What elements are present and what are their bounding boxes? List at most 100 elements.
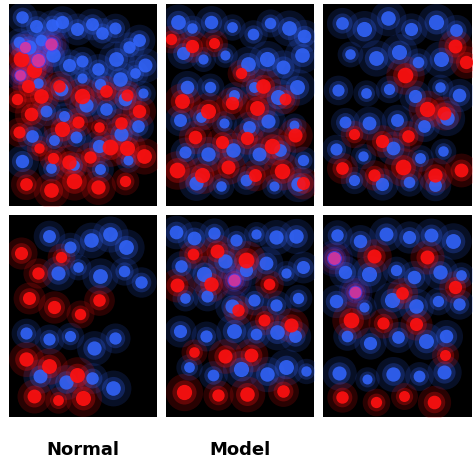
Point xyxy=(388,296,395,304)
Point xyxy=(95,142,103,150)
Point xyxy=(279,388,287,395)
Point xyxy=(439,148,447,155)
Point xyxy=(363,375,370,383)
Point xyxy=(251,171,259,179)
Point xyxy=(111,334,118,342)
Point xyxy=(462,58,470,66)
Point xyxy=(359,152,367,160)
Point xyxy=(410,273,418,280)
Point xyxy=(264,55,271,63)
Point xyxy=(21,43,28,51)
Point xyxy=(210,39,218,47)
Point xyxy=(243,390,250,398)
Point xyxy=(18,158,26,165)
Point xyxy=(363,375,370,383)
Point xyxy=(218,182,225,190)
Point xyxy=(452,26,460,33)
Point xyxy=(412,302,420,310)
Point xyxy=(293,83,301,91)
Point xyxy=(135,36,143,43)
Point xyxy=(246,123,253,131)
Point xyxy=(351,288,359,296)
Point xyxy=(440,109,447,117)
Point xyxy=(272,233,280,241)
Point xyxy=(431,181,438,189)
Point xyxy=(203,292,210,300)
Point xyxy=(432,18,439,26)
Point xyxy=(172,228,180,236)
Point xyxy=(74,263,82,271)
Point xyxy=(214,391,221,399)
Point xyxy=(88,20,96,27)
Point xyxy=(74,118,82,126)
Point xyxy=(190,348,198,356)
Point xyxy=(73,371,81,379)
Point xyxy=(191,235,198,242)
Point xyxy=(420,122,428,130)
Point xyxy=(455,91,463,99)
Point xyxy=(35,269,42,277)
Point xyxy=(393,117,401,124)
Point xyxy=(336,369,343,376)
Point xyxy=(299,263,307,271)
Point xyxy=(280,63,287,71)
Point xyxy=(214,391,221,399)
Point xyxy=(264,117,272,124)
Point xyxy=(392,266,400,273)
Point xyxy=(338,164,346,172)
Point xyxy=(393,117,401,124)
Point xyxy=(268,142,276,149)
Point xyxy=(252,330,259,338)
Point xyxy=(66,244,74,251)
Point xyxy=(55,82,63,90)
Point xyxy=(242,266,250,273)
Point xyxy=(137,278,145,285)
Point xyxy=(177,263,185,270)
Point xyxy=(422,337,429,345)
Point xyxy=(88,374,95,382)
Point xyxy=(332,297,340,304)
Point xyxy=(365,270,373,278)
Point xyxy=(372,55,379,62)
Point xyxy=(417,154,424,162)
Point xyxy=(207,18,215,26)
Point xyxy=(50,137,58,144)
Point xyxy=(452,283,459,291)
Point xyxy=(366,339,374,346)
Point xyxy=(198,113,205,121)
Point xyxy=(407,25,415,33)
Point xyxy=(338,19,346,27)
Point xyxy=(362,90,370,97)
Point xyxy=(298,51,306,59)
Point xyxy=(176,116,184,124)
Point xyxy=(336,369,343,376)
Point xyxy=(253,104,261,112)
Point xyxy=(266,19,273,27)
Point xyxy=(18,13,26,20)
Point xyxy=(185,363,193,371)
Point xyxy=(16,128,23,135)
Point xyxy=(90,344,98,352)
Point xyxy=(179,49,187,57)
Point xyxy=(140,89,147,97)
Point xyxy=(35,269,42,277)
Point xyxy=(201,270,208,278)
Point xyxy=(330,255,338,262)
Point xyxy=(28,133,36,140)
Point xyxy=(290,122,298,129)
Point xyxy=(218,138,226,146)
Point xyxy=(30,392,37,400)
Point xyxy=(385,86,393,93)
Point xyxy=(283,364,290,371)
Point xyxy=(203,292,210,300)
Point xyxy=(65,158,73,165)
Point xyxy=(16,72,24,79)
Point xyxy=(123,91,130,99)
Point xyxy=(457,271,465,278)
Point xyxy=(79,92,86,100)
Point xyxy=(180,388,188,396)
Point xyxy=(405,178,412,186)
Point xyxy=(385,86,393,93)
Point xyxy=(430,399,438,406)
Point xyxy=(176,327,183,335)
